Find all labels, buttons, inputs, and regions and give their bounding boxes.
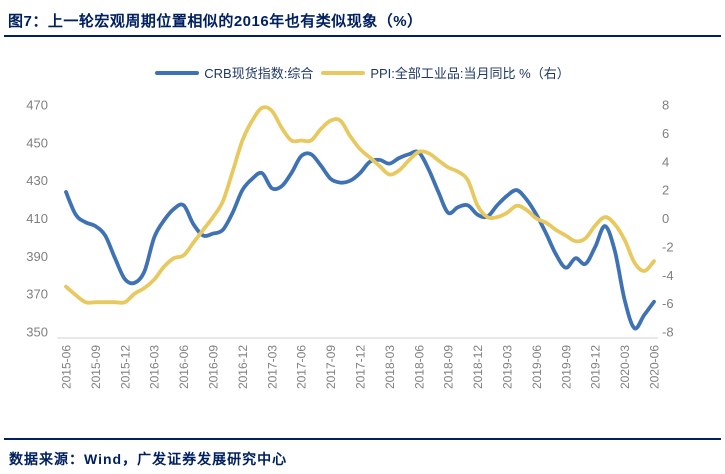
left-axis-tick-label: 410 bbox=[26, 211, 48, 226]
x-axis-tick-label: 2019-03 bbox=[501, 345, 515, 389]
right-axis-tick-label: 6 bbox=[662, 126, 669, 141]
x-axis-tick-label: 2018-09 bbox=[442, 345, 456, 389]
x-axis-tick-label: 2017-12 bbox=[354, 345, 368, 389]
legend-item-ppi: PPI:全部工业品:当月同比 %（右） bbox=[321, 63, 570, 82]
x-axis-tick-label: 2018-12 bbox=[471, 345, 485, 389]
figure-title: 图7：上一轮宏观周期位置相似的2016年也有类似现象（%） bbox=[8, 13, 423, 30]
legend-item-crb: CRB现货指数:综合 bbox=[155, 63, 313, 82]
left-axis-tick-label: 470 bbox=[26, 98, 48, 113]
left-axis-tick-label: 430 bbox=[26, 173, 48, 188]
x-axis-tick-label: 2016-03 bbox=[148, 345, 162, 389]
right-axis-tick-label: -4 bbox=[662, 268, 674, 283]
left-axis-tick-label: 390 bbox=[26, 249, 48, 264]
x-axis-tick-label: 2018-03 bbox=[383, 345, 397, 389]
x-axis-tick-label: 2016-06 bbox=[177, 345, 191, 389]
right-axis-tick-label: 0 bbox=[662, 211, 669, 226]
x-axis-tick-label: 2017-09 bbox=[324, 345, 338, 389]
title-divider bbox=[4, 35, 721, 37]
x-axis-tick-label: 2019-12 bbox=[589, 345, 603, 389]
x-axis-tick-label: 2020-06 bbox=[648, 345, 662, 389]
x-axis-tick-label: 2015-12 bbox=[118, 345, 132, 389]
ppi-legend-label: PPI:全部工业品:当月同比 %（右） bbox=[370, 66, 570, 81]
x-axis-tick-label: 2015-06 bbox=[60, 345, 74, 389]
crb-legend-label: CRB现货指数:综合 bbox=[204, 66, 314, 81]
ppi-series-line bbox=[64, 105, 656, 305]
crb-line-swatch bbox=[155, 70, 200, 75]
right-axis-tick-label: 8 bbox=[662, 98, 669, 113]
right-axis-tick-label: 4 bbox=[662, 154, 669, 169]
crb-series-line bbox=[64, 149, 656, 331]
right-axis-tick-label: 2 bbox=[662, 183, 669, 198]
right-axis-tick-label: -6 bbox=[662, 296, 674, 311]
x-axis-tick-label: 2017-03 bbox=[265, 345, 279, 389]
x-axis-tick-label: 2015-09 bbox=[89, 345, 103, 389]
source-note: 数据来源：Wind，广发证券发展研究中心 bbox=[9, 451, 288, 467]
x-axis-tick-label: 2019-09 bbox=[559, 345, 573, 389]
right-axis-tick-label: -2 bbox=[662, 239, 674, 254]
ppi-line-swatch bbox=[321, 70, 366, 75]
left-axis-tick-label: 370 bbox=[26, 287, 48, 302]
footer-divider bbox=[4, 438, 721, 440]
x-axis-tick-label: 2018-06 bbox=[412, 345, 426, 389]
x-axis-tick-label: 2016-09 bbox=[207, 345, 221, 389]
x-axis-tick-label: 2019-06 bbox=[530, 345, 544, 389]
x-axis-tick-label: 2020-03 bbox=[618, 345, 632, 389]
x-axis-tick-label: 2016-12 bbox=[236, 345, 250, 389]
x-axis-tick-label: 2017-06 bbox=[295, 345, 309, 389]
chart-legend: CRB现货指数:综合 PPI:全部工业品:当月同比 %（右） bbox=[0, 63, 725, 82]
right-axis-tick-label: -8 bbox=[662, 325, 674, 340]
left-axis-tick-label: 350 bbox=[26, 325, 48, 340]
left-axis-tick-label: 450 bbox=[26, 135, 48, 150]
